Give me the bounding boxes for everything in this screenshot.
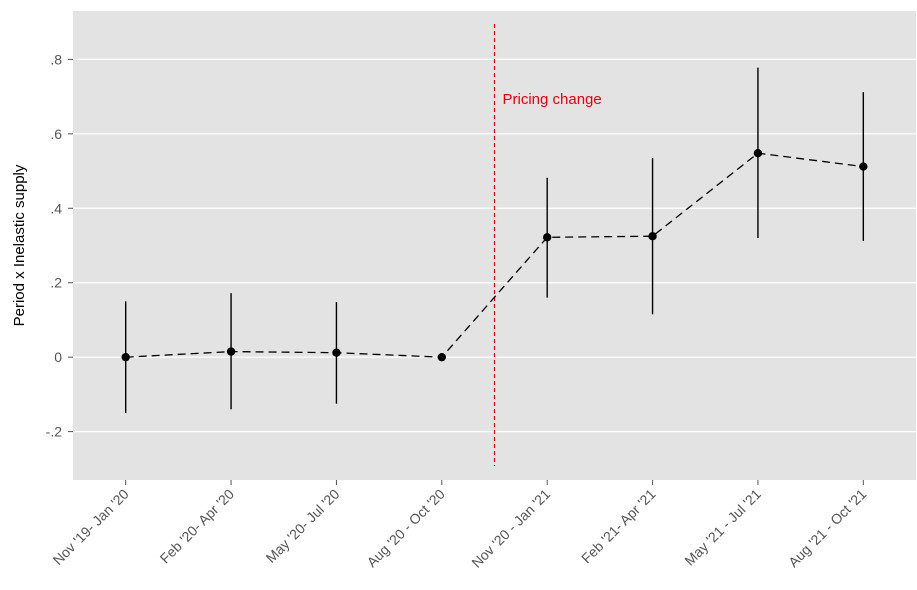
data-point: [753, 148, 763, 158]
y-tick-label: -.2: [46, 424, 63, 440]
x-tick-label: May '20- Jul '20: [263, 486, 343, 566]
y-axis-title: Period x Inelastic supply: [11, 164, 28, 326]
x-tick-label: Nov '19- Jan '20: [50, 486, 132, 568]
x-axis-ticks: Nov '19- Jan '20 Feb '20- Apr '20 May '20-…: [50, 480, 870, 571]
data-point: [859, 162, 868, 171]
data-point: [332, 348, 341, 357]
y-tick-label: 0: [54, 349, 62, 365]
data-points: [121, 148, 868, 362]
data-point: [437, 352, 447, 362]
pricing-change-label: Pricing change: [503, 91, 602, 108]
y-tick-label: .4: [50, 200, 62, 216]
x-tick-label: Feb '20- Apr '20: [157, 486, 238, 567]
x-tick-label: Feb '21- Apr '21: [578, 486, 659, 567]
data-point: [121, 352, 130, 362]
y-tick-label: .6: [50, 126, 62, 142]
y-tick-label: .8: [50, 51, 62, 67]
data-point: [648, 231, 657, 241]
x-tick-label: Aug '20 - Oct '20: [364, 486, 449, 571]
y-axis-ticks: .8 .6 .4 .2 0 -.2: [46, 51, 73, 440]
x-tick-label: Aug '21 - Oct '21: [785, 486, 870, 571]
data-point: [542, 233, 552, 242]
data-point: [226, 347, 236, 356]
y-tick-label: .2: [50, 275, 62, 291]
x-tick-label: Nov '20 - Jan '21: [468, 486, 553, 571]
x-tick-label: May '21 - Jul '21: [681, 486, 764, 569]
series-line: [125, 152, 864, 358]
